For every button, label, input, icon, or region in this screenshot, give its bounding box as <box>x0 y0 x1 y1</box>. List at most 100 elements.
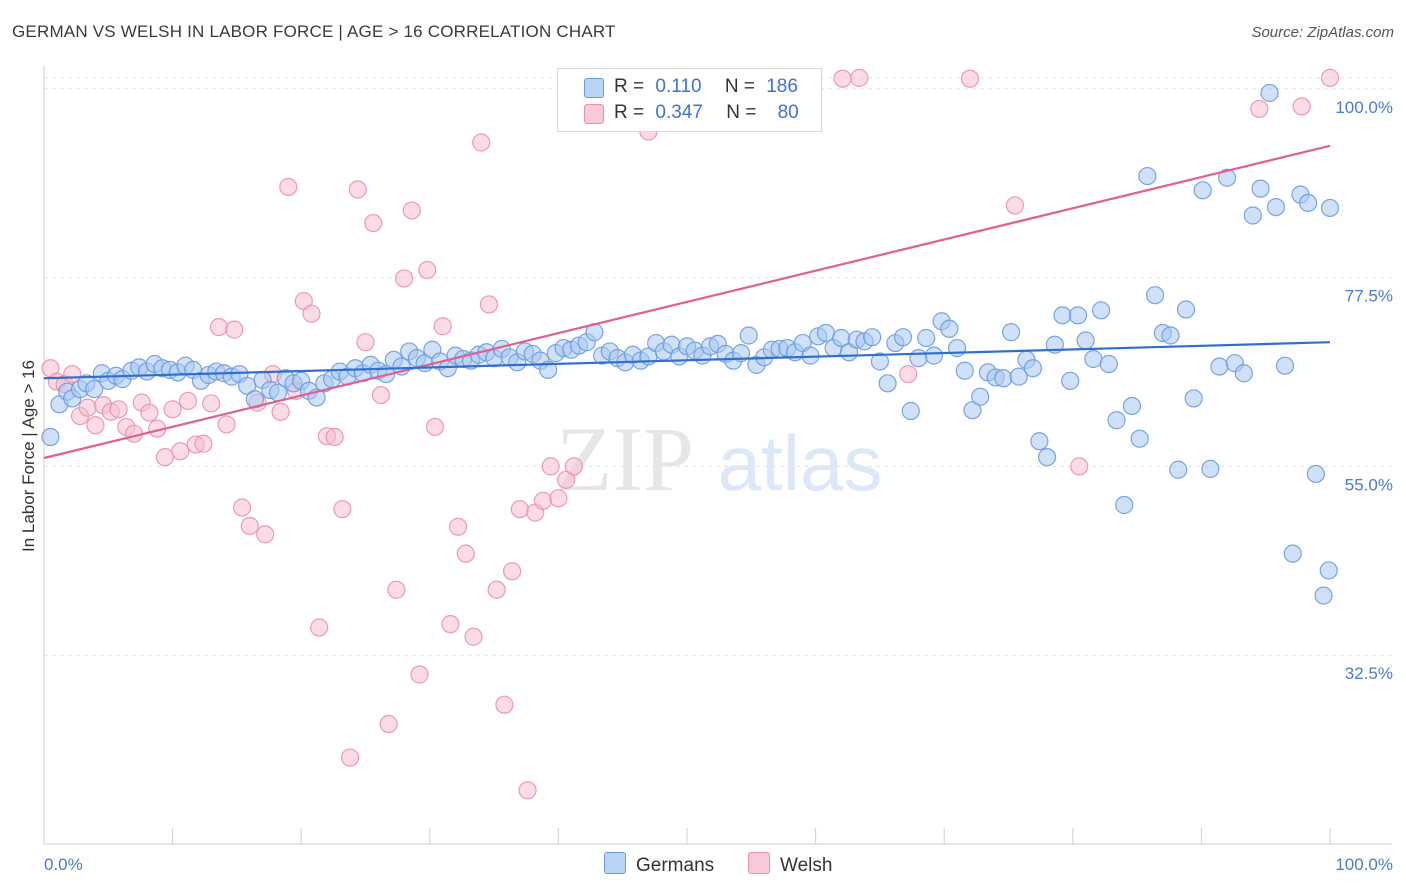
welsh-point <box>371 385 391 405</box>
welsh-point <box>533 491 553 510</box>
welsh-point <box>1320 68 1340 87</box>
welsh-point <box>178 391 198 411</box>
welsh-swatch <box>584 104 604 124</box>
welsh-point <box>833 69 852 88</box>
german-point <box>1283 544 1302 563</box>
germans-n-value: 186 <box>766 76 798 97</box>
welsh-point <box>256 525 275 544</box>
welsh-point <box>194 434 213 453</box>
welsh-point <box>310 618 329 637</box>
german-point <box>994 369 1013 388</box>
welsh-point <box>564 457 583 476</box>
welsh-point <box>541 457 560 476</box>
welsh-point <box>557 470 576 489</box>
welsh-r-value: 0.347 <box>655 102 703 123</box>
german-point <box>1138 166 1157 186</box>
german-point <box>909 349 928 368</box>
y-tick-label: 55.0% <box>1345 475 1393 494</box>
welsh-point <box>425 417 445 437</box>
welsh-legend-swatch <box>748 852 770 874</box>
watermark-atlas: atlas <box>718 419 883 507</box>
welsh-point <box>495 695 514 714</box>
german-point <box>917 328 936 348</box>
welsh-point <box>1250 99 1269 119</box>
welsh-point <box>418 260 437 280</box>
german-point <box>1076 331 1095 350</box>
germans-legend-label: Germans <box>636 855 715 876</box>
welsh-trend-line <box>43 144 1331 460</box>
welsh-n-value: 80 <box>777 102 799 123</box>
welsh-point <box>899 364 918 384</box>
german-point <box>1030 432 1049 451</box>
welsh-point <box>279 177 298 197</box>
welsh-point <box>171 442 190 461</box>
axes <box>43 66 1392 845</box>
german-point <box>1299 193 1318 213</box>
welsh-point <box>402 201 421 220</box>
welsh-point <box>140 403 159 422</box>
welsh-point <box>456 544 475 563</box>
germans-legend-swatch <box>604 852 626 874</box>
trend-lines <box>43 144 1331 460</box>
german-point <box>731 344 751 363</box>
german-point <box>1107 411 1126 430</box>
welsh-point <box>433 317 452 336</box>
welsh-point <box>109 400 128 419</box>
welsh-point <box>394 269 414 288</box>
welsh-point <box>209 317 228 337</box>
german-point <box>1193 181 1212 200</box>
welsh-point <box>325 427 344 447</box>
german-point <box>1169 460 1188 479</box>
watermark: ZIP atlas <box>556 408 882 510</box>
germans-r-label: R = <box>614 76 645 97</box>
german-point <box>1319 561 1338 580</box>
welsh-point <box>503 562 522 581</box>
german-point <box>1275 356 1295 375</box>
german-point <box>878 374 897 393</box>
welsh-point <box>1292 97 1311 116</box>
y-tick-labels: 32.5% 55.0% 77.5% 100.0% <box>1335 98 1393 683</box>
german-point <box>1266 198 1286 217</box>
welsh-point <box>549 489 568 508</box>
german-point <box>739 326 758 345</box>
welsh-point <box>78 398 97 417</box>
german-point <box>924 346 944 365</box>
x-tick-label-min: 0.0% <box>44 855 83 874</box>
welsh-point <box>348 180 367 199</box>
welsh-point <box>448 517 468 536</box>
german-point <box>1218 168 1237 187</box>
german-point <box>1009 367 1028 386</box>
bottom-legend-welsh: Welsh <box>748 852 832 877</box>
welsh-point <box>202 394 221 413</box>
german-point <box>1091 301 1111 320</box>
welsh-point <box>155 448 174 467</box>
y-axis-label: In Labor Force | Age > 16 <box>19 360 38 552</box>
welsh-point <box>232 498 252 517</box>
german-point <box>816 323 835 343</box>
germans-series <box>41 83 1340 605</box>
grid-lines <box>44 77 1392 656</box>
source-label: Source: ZipAtlas.com <box>1251 24 1394 41</box>
german-point <box>1001 323 1021 342</box>
welsh-point <box>340 748 360 767</box>
german-point <box>1184 389 1203 408</box>
welsh-point <box>364 213 383 233</box>
german-point <box>1201 459 1220 479</box>
welsh-point <box>410 665 429 684</box>
welsh-point <box>479 295 499 314</box>
welsh-point <box>464 627 483 646</box>
german-point <box>1068 306 1088 325</box>
welsh-point <box>1005 196 1025 215</box>
x-tick-labels: 0.0% 100.0% <box>44 855 1393 874</box>
german-point <box>1037 448 1057 467</box>
welsh-n-label: N = <box>726 102 757 123</box>
germans-trend-line <box>43 341 1331 380</box>
welsh-point <box>487 580 506 599</box>
y-tick-label: 100.0% <box>1335 98 1393 117</box>
german-point <box>539 360 558 379</box>
german-point <box>1320 198 1340 218</box>
german-point <box>1243 206 1262 225</box>
german-point <box>1251 179 1270 198</box>
x-tick-label-max: 100.0% <box>1335 855 1393 874</box>
